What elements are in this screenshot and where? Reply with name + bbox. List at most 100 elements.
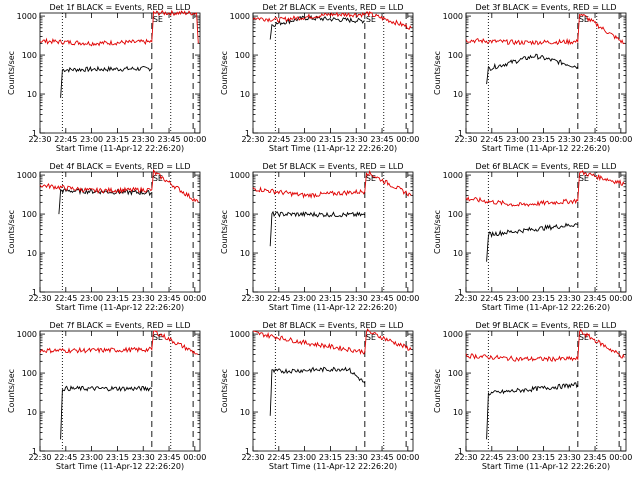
- y-tick-label: 1: [32, 288, 37, 297]
- x-tick-label: 22:45: [54, 294, 77, 303]
- x-tick-label: 00:00: [609, 453, 632, 462]
- y-tick-label: 1: [458, 129, 463, 138]
- x-tick-label: 23:15: [532, 135, 555, 144]
- y-tick-label: 10: [27, 249, 37, 258]
- y-axis-label: Counts/sec: [220, 369, 229, 413]
- x-tick-label: 00:00: [396, 294, 419, 303]
- se-marker-label: SE: [366, 174, 376, 183]
- panel-det-9: Det 9f BLACK = Events, RED = LLD 1 10 100 10…: [433, 321, 632, 471]
- y-tick-label: 100: [448, 369, 463, 378]
- events-series-line: [60, 385, 153, 440]
- y-tick-label: 10: [453, 408, 463, 417]
- panel-det-8: Det 8f BLACK = Events, RED = LLD 1 10 100 10…: [220, 321, 419, 471]
- x-tick-label: 00:00: [396, 453, 419, 462]
- se-marker-label: SE: [366, 15, 376, 24]
- panel-title: Det 5f BLACK = Events, RED = LLD: [262, 162, 403, 171]
- panel-det-2: Det 2f BLACK = Events, RED = LLD 1 10 100 10…: [220, 3, 419, 153]
- lld-series-line: [252, 11, 412, 31]
- x-tick-label: 22:30: [28, 453, 51, 462]
- x-tick-label: 23:15: [106, 453, 129, 462]
- events-series-line: [58, 188, 152, 215]
- plot-frame: [465, 171, 627, 293]
- y-tick-label: 100: [448, 51, 463, 60]
- x-tick-label: 23:45: [158, 453, 181, 462]
- x-tick-label: 23:45: [371, 453, 394, 462]
- lld-series-line: [39, 330, 199, 355]
- x-tick-label: 23:45: [371, 135, 394, 144]
- x-tick-label: 23:00: [293, 453, 316, 462]
- plot-frame: [252, 171, 414, 293]
- events-series-line: [60, 65, 153, 98]
- y-tick-label: 1000: [230, 12, 250, 21]
- y-tick-label: 10: [240, 90, 250, 99]
- plot-frame: [39, 330, 201, 452]
- events-series-line: [269, 14, 365, 40]
- x-tick-label: 23:45: [584, 135, 607, 144]
- y-tick-label: 100: [22, 210, 37, 219]
- panel-det-6: Det 6f BLACK = Events, RED = LLD 1 10 100 10…: [433, 162, 632, 312]
- y-tick-label: 100: [22, 51, 37, 60]
- x-tick-label: 23:30: [345, 453, 368, 462]
- y-tick-label: 10: [27, 408, 37, 417]
- x-tick-label: 22:30: [454, 135, 477, 144]
- x-tick-label: 22:45: [267, 135, 290, 144]
- lld-series-line: [465, 13, 625, 46]
- y-axis-label: Counts/sec: [220, 210, 229, 254]
- y-tick-label: 1: [32, 447, 37, 456]
- x-tick-label: 22:45: [54, 135, 77, 144]
- panel-det-7: Det 7f BLACK = Events, RED = LLD 1 10 100 10…: [7, 321, 206, 471]
- x-axis-label: Start Time (11-Apr-12 22:26:20): [269, 303, 397, 312]
- x-tick-label: 22:45: [267, 294, 290, 303]
- y-tick-label: 1: [245, 447, 250, 456]
- events-series-line: [486, 53, 579, 85]
- panel-title: Det 8f BLACK = Events, RED = LLD: [262, 321, 403, 330]
- panel-title: Det 4f BLACK = Events, RED = LLD: [49, 162, 190, 171]
- lld-series-line: [465, 170, 625, 207]
- x-tick-label: 23:00: [506, 135, 529, 144]
- y-tick-label: 1000: [230, 330, 250, 339]
- events-series-line: [486, 382, 579, 440]
- x-tick-label: 22:30: [241, 453, 264, 462]
- x-tick-label: 23:00: [293, 294, 316, 303]
- x-tick-label: 00:00: [183, 294, 206, 303]
- y-axis-label: Counts/sec: [7, 369, 16, 413]
- y-tick-label: 1000: [230, 171, 250, 180]
- y-tick-label: 1: [245, 288, 250, 297]
- y-tick-label: 1: [32, 129, 37, 138]
- x-tick-label: 22:45: [480, 294, 503, 303]
- se-marker-label: SE: [153, 174, 163, 183]
- x-tick-label: 23:45: [158, 135, 181, 144]
- y-tick-label: 10: [453, 249, 463, 258]
- x-tick-label: 23:00: [506, 294, 529, 303]
- panel-det-3: Det 3f BLACK = Events, RED = LLD 1 10 100 10…: [433, 3, 632, 153]
- lld-series-line: [465, 328, 625, 363]
- y-axis-label: Counts/sec: [433, 369, 442, 413]
- plot-frame: [252, 330, 414, 452]
- x-tick-label: 00:00: [609, 294, 632, 303]
- y-tick-label: 100: [235, 369, 250, 378]
- x-axis-label: Start Time (11-Apr-12 22:26:20): [56, 144, 184, 153]
- panel-title: Det 3f BLACK = Events, RED = LLD: [475, 3, 616, 12]
- y-tick-label: 1000: [443, 330, 463, 339]
- events-series-line: [486, 222, 578, 262]
- x-tick-label: 23:00: [80, 294, 103, 303]
- x-tick-label: 23:15: [106, 135, 129, 144]
- x-tick-label: 23:15: [532, 453, 555, 462]
- y-tick-label: 1000: [17, 330, 37, 339]
- y-tick-label: 10: [453, 90, 463, 99]
- x-axis-label: Start Time (11-Apr-12 22:26:20): [482, 144, 610, 153]
- x-tick-label: 22:30: [28, 294, 51, 303]
- y-tick-label: 1: [458, 288, 463, 297]
- x-tick-label: 23:30: [345, 135, 368, 144]
- y-tick-label: 1: [458, 447, 463, 456]
- x-tick-label: 00:00: [396, 135, 419, 144]
- x-tick-label: 23:30: [558, 453, 581, 462]
- x-tick-label: 23:15: [106, 294, 129, 303]
- panel-title: Det 6f BLACK = Events, RED = LLD: [475, 162, 616, 171]
- lld-series-line: [39, 9, 199, 47]
- x-tick-label: 23:00: [506, 453, 529, 462]
- plot-frame: [465, 12, 627, 134]
- panel-title: Det 7f BLACK = Events, RED = LLD: [49, 321, 190, 330]
- x-tick-label: 22:45: [480, 453, 503, 462]
